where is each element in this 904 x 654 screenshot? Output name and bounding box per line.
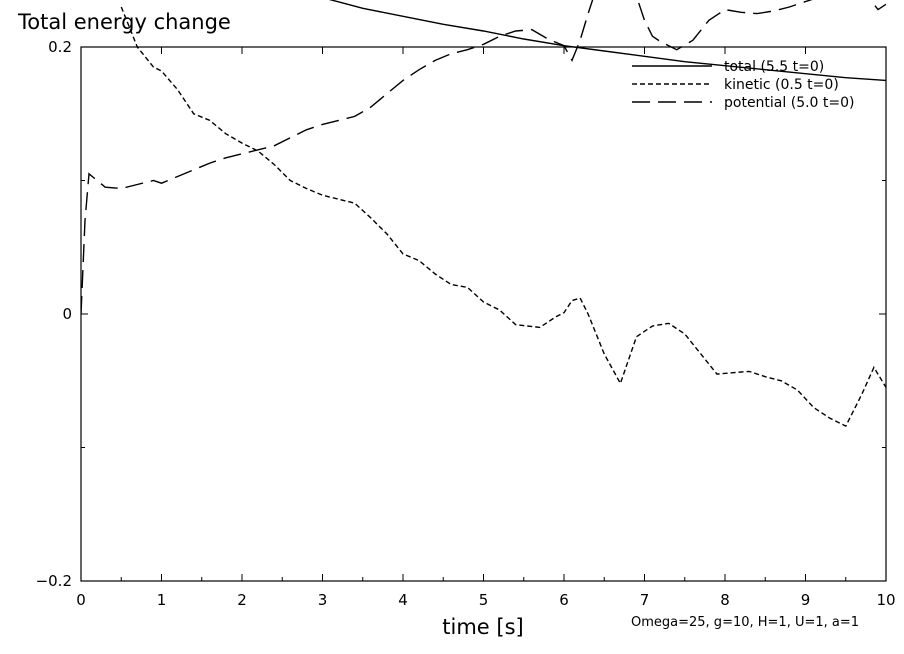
legend-label: total (5.5 t=0) (724, 59, 824, 75)
x-axis-label: time [s] (442, 615, 523, 639)
x-axis: 0 1 2 3 4 5 6 7 8 9 10 (76, 47, 896, 609)
series-line-1 (120, 6, 886, 428)
x-tick-label: 5 (479, 591, 489, 609)
legend-label: kinetic (0.5 t=0) (724, 77, 839, 93)
y-tick-label: 0.2 (48, 38, 72, 56)
chart-title: Total energy change (17, 10, 231, 34)
x-tick-label: 7 (640, 591, 650, 609)
x-tick-label: 2 (237, 591, 247, 609)
legend-label: potential (5.0 t=0) (724, 95, 855, 111)
x-tick-label: 4 (398, 591, 408, 609)
x-tick-label: 1 (157, 591, 167, 609)
parameters-footnote: Omega=25, g=10, H=1, U=1, a=1 (631, 615, 859, 630)
y-tick-label: 0 (62, 305, 72, 323)
x-tick-label: 0 (76, 591, 86, 609)
x-tick-label: 10 (876, 591, 895, 609)
series-line-0 (328, 0, 886, 82)
series-layer (81, 0, 886, 428)
y-tick-label: −0.2 (36, 572, 72, 590)
x-tick-label: 6 (559, 591, 569, 609)
x-tick-label: 9 (801, 591, 811, 609)
x-tick-label: 3 (318, 591, 328, 609)
y-axis: −0.2 0 0.2 (36, 38, 886, 590)
legend: total (5.5 t=0) kinetic (0.5 t=0) potentia… (632, 59, 855, 111)
x-tick-label: 8 (720, 591, 730, 609)
plot-frame (80, 46, 887, 582)
